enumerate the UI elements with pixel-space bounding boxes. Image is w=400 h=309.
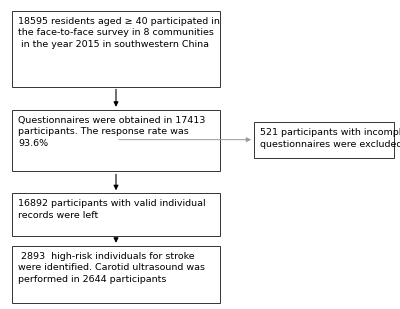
Text: 16892 participants with valid individual
records were left: 16892 participants with valid individual… — [18, 199, 206, 220]
FancyBboxPatch shape — [12, 246, 220, 303]
Text: Questionnaires were obtained in 17413
participants. The response rate was
93.6%: Questionnaires were obtained in 17413 pa… — [18, 116, 205, 148]
Text: 521 participants with incomplete
questionnaires were excluded: 521 participants with incomplete questio… — [260, 128, 400, 149]
FancyBboxPatch shape — [254, 122, 394, 158]
Text: 2893  high-risk individuals for stroke
were identified. Carotid ultrasound was
p: 2893 high-risk individuals for stroke we… — [18, 252, 205, 284]
Text: 18595 residents aged ≥ 40 participated in
the face-to-face survey in 8 communiti: 18595 residents aged ≥ 40 participated i… — [18, 17, 220, 49]
FancyBboxPatch shape — [12, 193, 220, 236]
FancyBboxPatch shape — [12, 11, 220, 87]
FancyBboxPatch shape — [12, 110, 220, 171]
